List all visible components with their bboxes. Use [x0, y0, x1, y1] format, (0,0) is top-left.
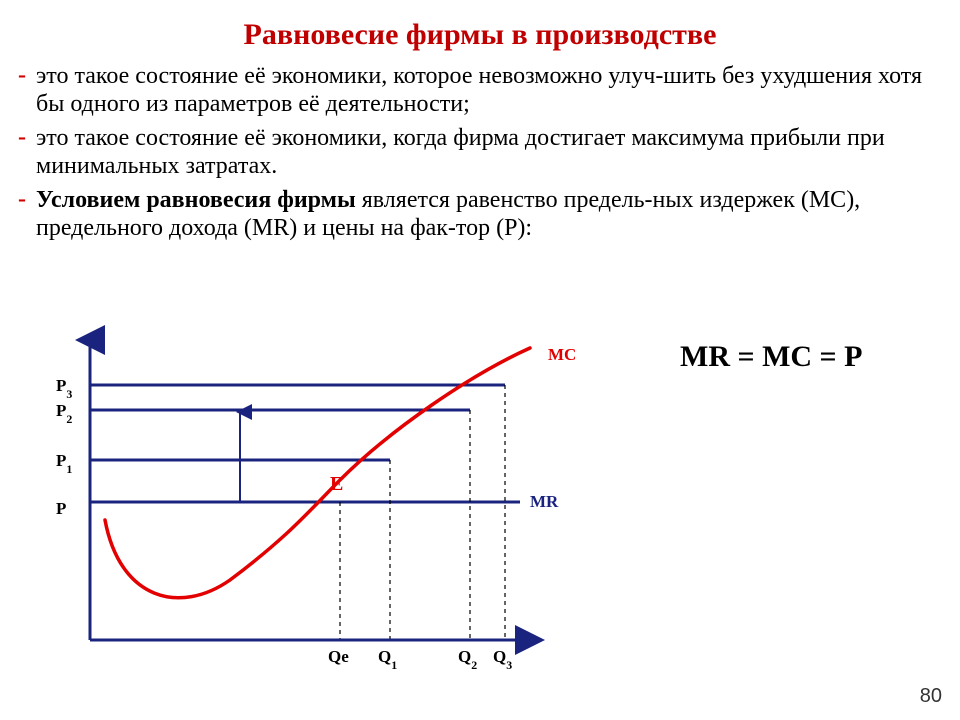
bullet-item: - это такое состояние её экономики, когд… [18, 124, 942, 180]
bullet-list: - это такое состояние её экономики, кото… [0, 52, 960, 242]
bullet-item: - это такое состояние её экономики, кото… [18, 62, 942, 118]
bullet-dash-icon: - [18, 124, 36, 150]
bullet-text: это такое состояние её экономики, когда … [36, 124, 942, 180]
svg-text:MC: MC [548, 345, 576, 364]
svg-text:Q2: Q2 [458, 647, 477, 672]
svg-text:Q1: Q1 [378, 647, 397, 672]
equation-label: MR = MC = P [680, 340, 862, 374]
svg-text:MR: MR [530, 492, 559, 511]
chart-container: MCMREP1P2P3PQeQ1Q2Q3 [50, 330, 570, 690]
svg-text:P2: P2 [56, 401, 72, 426]
bullet-item: - Условием равновесия фирмы является рав… [18, 186, 942, 242]
economics-chart: MCMREP1P2P3PQeQ1Q2Q3 [50, 330, 570, 690]
page-title: Равновесие фирмы в производстве [0, 0, 960, 52]
svg-text:E: E [330, 473, 343, 495]
svg-text:P1: P1 [56, 451, 72, 476]
bullet-dash-icon: - [18, 62, 36, 88]
svg-text:Q3: Q3 [493, 647, 512, 672]
bullet-dash-icon: - [18, 186, 36, 212]
svg-text:P3: P3 [56, 376, 72, 401]
svg-text:P: P [56, 499, 66, 518]
bullet-text: это такое состояние её экономики, которо… [36, 62, 942, 118]
page-number: 80 [920, 685, 942, 708]
svg-text:Qe: Qe [328, 647, 349, 666]
bullet-text: Условием равновесия фирмы является равен… [36, 186, 942, 242]
